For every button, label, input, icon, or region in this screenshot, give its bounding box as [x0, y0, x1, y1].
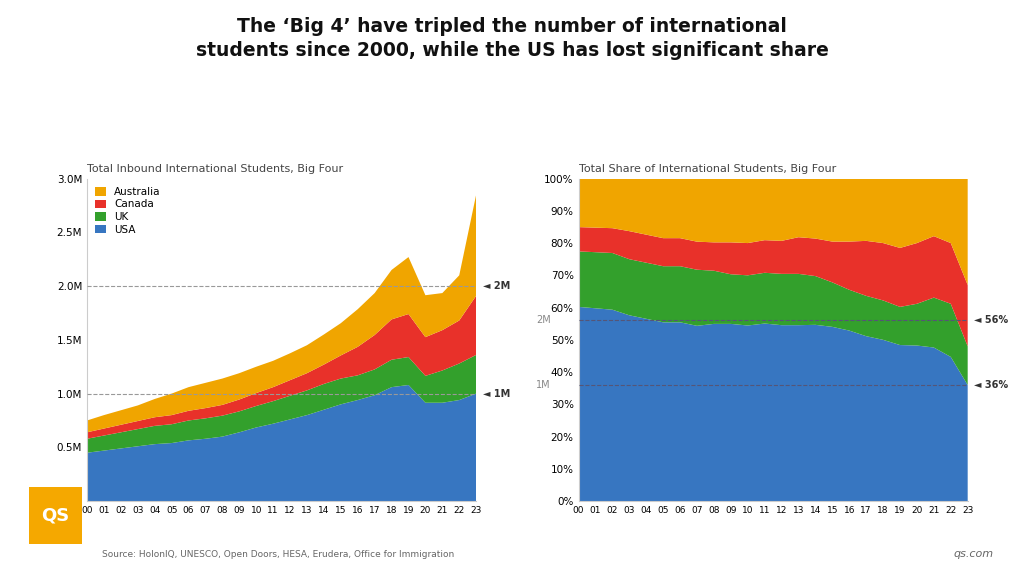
Legend: Australia, Canada, UK, USA: Australia, Canada, UK, USA: [92, 184, 164, 238]
Text: 1M: 1M: [537, 380, 551, 390]
Text: ◄ 36%: ◄ 36%: [975, 380, 1009, 390]
Text: qs.com: qs.com: [953, 549, 993, 559]
Text: ◄ 56%: ◄ 56%: [975, 316, 1009, 325]
Text: ◄ 1M: ◄ 1M: [483, 389, 510, 399]
Text: 2M: 2M: [537, 316, 551, 325]
Text: The ‘Big 4’ have tripled the number of international
students since 2000, while : The ‘Big 4’ have tripled the number of i…: [196, 17, 828, 60]
Text: Total Share of International Students, Big Four: Total Share of International Students, B…: [579, 164, 836, 173]
Text: QS: QS: [41, 506, 70, 525]
Text: Total Inbound International Students, Big Four: Total Inbound International Students, Bi…: [87, 164, 343, 173]
Text: ◄ 2M: ◄ 2M: [483, 281, 510, 291]
Text: Source: HolonIQ, UNESCO, Open Doors, HESA, Erudera, Office for Immigration: Source: HolonIQ, UNESCO, Open Doors, HES…: [102, 550, 455, 559]
